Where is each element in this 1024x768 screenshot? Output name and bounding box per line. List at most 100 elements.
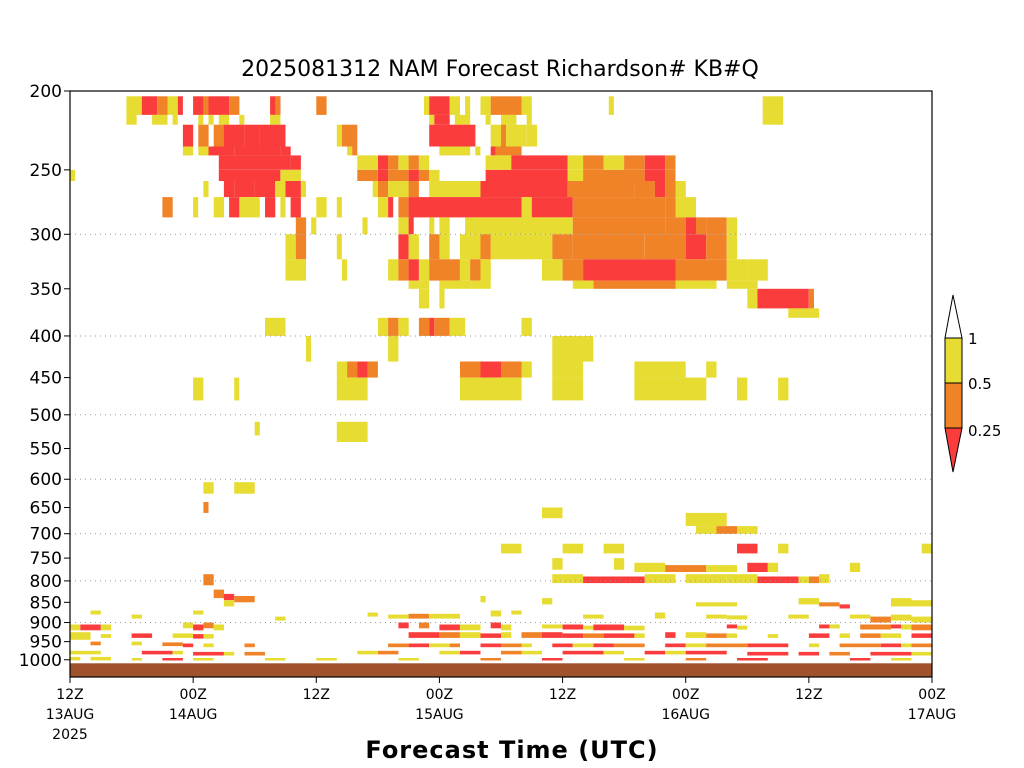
heatmap-cell <box>439 280 471 289</box>
heatmap-cell <box>377 197 389 218</box>
heatmap-cell <box>377 181 389 198</box>
x-tick-year: 2025 <box>52 727 88 743</box>
heatmap-cell <box>229 96 240 115</box>
heatmap-cell <box>490 234 501 260</box>
heatmap-cell <box>521 361 532 378</box>
heatmap-cell <box>839 643 881 648</box>
heatmap-cell <box>336 197 342 218</box>
y-tick-label: 700 <box>30 525 62 545</box>
heatmap-cell <box>193 377 204 401</box>
heatmap-cell <box>377 317 389 336</box>
heatmap-cell <box>80 624 101 631</box>
heatmap-cell <box>193 197 199 218</box>
heatmap-cell <box>280 169 301 181</box>
heatmap-cell <box>70 656 81 661</box>
heatmap-cell <box>506 124 527 147</box>
heatmap-cell <box>880 633 902 638</box>
heatmap-cell <box>388 181 409 198</box>
heatmap-cell <box>665 155 676 170</box>
y-tick-label: 800 <box>30 572 62 592</box>
colorbar-swatch <box>944 382 963 429</box>
heatmap-cell <box>572 234 645 260</box>
heatmap-cell <box>685 574 727 584</box>
heatmap-cell <box>234 377 240 401</box>
heatmap-cell <box>367 361 378 378</box>
heatmap-cell <box>583 614 604 619</box>
heatmap-cell <box>911 633 932 638</box>
heatmap-cell <box>398 217 409 235</box>
heatmap-cell <box>675 181 686 198</box>
heatmap-cell <box>526 124 537 147</box>
heatmap-cell <box>665 650 686 655</box>
heatmap-cell <box>454 114 471 125</box>
heatmap-cell <box>424 96 430 115</box>
heatmap-cell <box>388 197 394 218</box>
heatmap-cell <box>562 543 584 554</box>
heatmap-cell <box>265 658 286 661</box>
x-tick-time: 12Z <box>56 687 83 703</box>
heatmap-cell <box>203 643 214 648</box>
heatmap-cell <box>819 602 840 607</box>
heatmap-cell <box>229 197 240 218</box>
heatmap-cell <box>521 96 532 115</box>
heatmap-cell <box>280 146 291 156</box>
heatmap-cell <box>408 643 430 648</box>
heatmap-cell <box>495 146 522 156</box>
heatmap-cell <box>767 562 779 572</box>
heatmap-cell <box>552 558 563 570</box>
heatmap-cell <box>408 234 419 260</box>
heatmap-cell <box>747 643 789 648</box>
heatmap-cell <box>429 643 450 648</box>
heatmap-cell <box>429 96 450 115</box>
heatmap-cell <box>891 658 912 661</box>
heatmap-cell <box>685 643 707 648</box>
heatmap-cell <box>490 622 501 629</box>
heatmap-cell <box>706 565 737 572</box>
heatmap-cell <box>316 96 327 115</box>
heatmap-cell <box>685 650 727 655</box>
heatmap-cell <box>562 574 584 584</box>
heatmap-cell <box>665 565 707 572</box>
heatmap-cell <box>808 643 820 648</box>
heatmap-cell <box>388 614 409 619</box>
heatmap-cell <box>285 234 296 260</box>
heatmap-cell <box>480 234 491 260</box>
heatmap-cell <box>798 308 820 318</box>
heatmap-cell <box>182 124 194 147</box>
heatmap-cell <box>685 658 707 661</box>
heatmap-cell <box>542 598 553 605</box>
heatmap-cell <box>460 234 481 260</box>
heatmap-cell <box>490 96 522 115</box>
heatmap-cell <box>490 610 501 617</box>
heatmap-cell <box>172 650 183 655</box>
heatmap-cell <box>737 543 758 554</box>
heatmap-cell <box>747 288 758 309</box>
heatmap-cell <box>480 217 501 235</box>
heatmap-cell <box>839 633 850 638</box>
heatmap-cell <box>388 336 399 362</box>
heatmap-cell <box>521 643 532 648</box>
heatmap-cell <box>439 650 460 655</box>
heatmap-cell <box>429 317 435 336</box>
heatmap-cell <box>316 197 327 218</box>
heatmap-cell <box>244 651 265 656</box>
heatmap-cell <box>408 613 430 619</box>
heatmap-cell <box>234 146 281 156</box>
heatmap-cell <box>470 259 481 281</box>
heatmap-cell <box>198 114 204 125</box>
heatmap-cell <box>726 574 758 584</box>
heatmap-cell <box>757 576 799 584</box>
heatmap-cell <box>347 146 353 156</box>
heatmap-cell <box>388 169 409 181</box>
heatmap-cell <box>675 259 727 281</box>
heatmap-cell <box>460 624 481 631</box>
heatmap-cell <box>460 377 522 401</box>
heatmap-cell <box>439 259 460 281</box>
heatmap-cell <box>849 658 871 661</box>
y-tick-label: 450 <box>30 369 62 389</box>
heatmap-cell <box>460 259 471 281</box>
x-tick-time: 12Z <box>549 687 576 703</box>
y-tick-label: 750 <box>30 549 62 569</box>
heatmap-cell <box>70 650 101 655</box>
heatmap-cell <box>172 114 178 125</box>
